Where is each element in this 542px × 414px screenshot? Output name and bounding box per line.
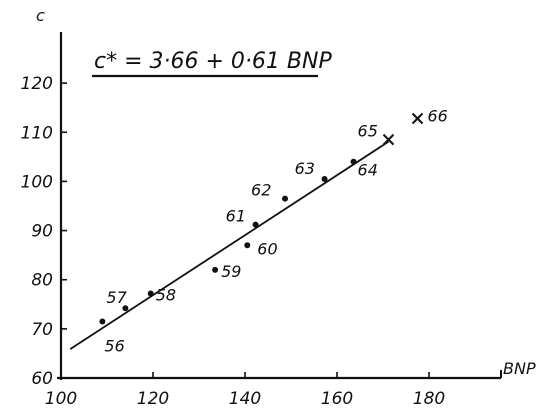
x-tick-label: 100 — [45, 389, 77, 409]
y-tick-label: 120 — [21, 74, 53, 94]
data-points: 56 57 58 59 60 61 62 63 64 65 66 — [99, 106, 448, 355]
point-label: 64 — [358, 161, 378, 180]
y-tick-label: 90 — [31, 222, 53, 242]
data-point — [122, 305, 129, 312]
point-label: 60 — [257, 239, 277, 258]
point-label: 58 — [156, 285, 176, 304]
point-label: 61 — [226, 207, 246, 226]
y-tick-label: 80 — [31, 271, 53, 291]
cross-marker — [382, 133, 395, 146]
point-label: 59 — [221, 262, 241, 281]
y-tick-label: 110 — [21, 123, 53, 143]
x-tick-label: 120 — [137, 389, 169, 409]
point-label: 65 — [358, 122, 378, 141]
point-label: 62 — [251, 181, 271, 200]
x-tick-label: 160 — [321, 389, 353, 409]
y-tick-label: 100 — [21, 172, 53, 192]
x-tick-label: 140 — [229, 389, 261, 409]
y-axis-label: c — [36, 6, 45, 25]
x-tick-label: 180 — [413, 389, 445, 409]
axes — [57, 32, 502, 380]
ticks: 100 120 140 160 180 60 70 80 90 100 110 120 — [21, 74, 446, 409]
x-axis-label: BNP — [503, 359, 536, 378]
point-label: 57 — [106, 288, 127, 307]
data-point — [252, 221, 259, 228]
point-label: 56 — [104, 336, 124, 355]
data-point — [244, 242, 251, 249]
y-tick-label: 60 — [31, 369, 53, 389]
data-point — [282, 195, 289, 202]
data-point — [350, 158, 357, 165]
regression-line — [69, 140, 390, 350]
data-point — [212, 266, 219, 273]
data-point — [321, 175, 328, 182]
equation: c* = 3·66 + 0·61 BNP — [92, 49, 332, 78]
data-point — [147, 290, 154, 297]
y-tick-label: 70 — [31, 320, 53, 340]
equation-text: c* = 3·66 + 0·61 BNP — [94, 49, 332, 74]
data-point — [99, 318, 106, 325]
cross-marker — [411, 112, 424, 125]
point-label: 63 — [295, 159, 315, 178]
point-label: 66 — [428, 106, 448, 125]
